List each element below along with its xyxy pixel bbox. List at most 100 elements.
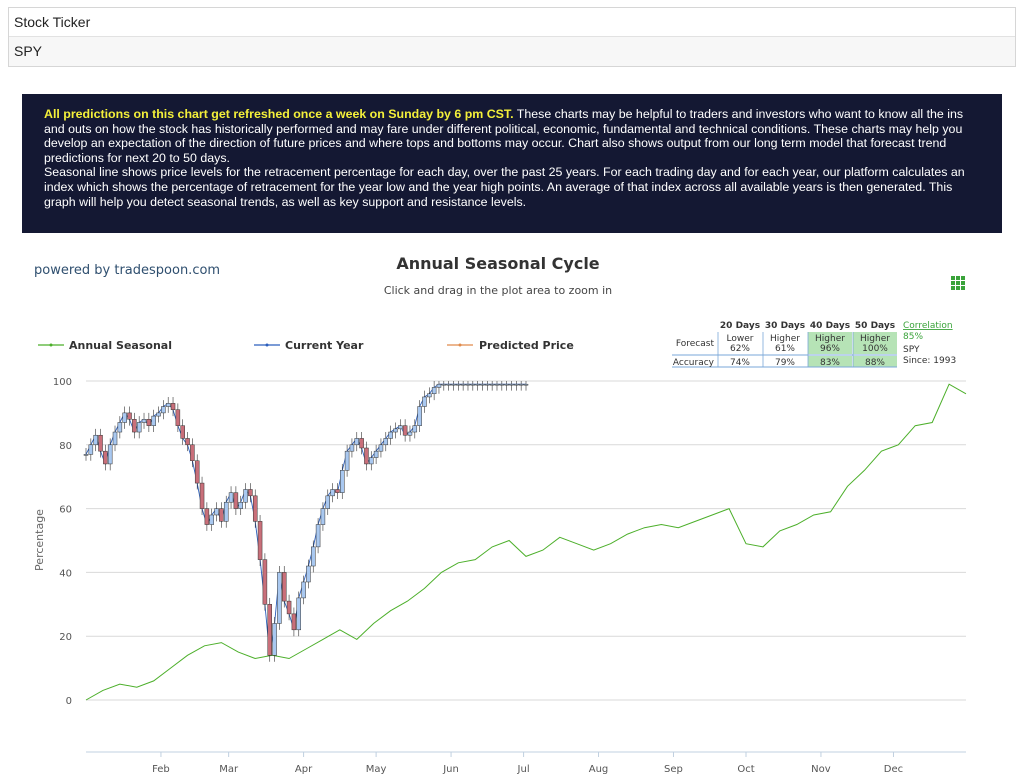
candle-body (209, 514, 214, 525)
accuracy-highlight-cell (853, 356, 897, 367)
forecast-percent: 96% (820, 344, 840, 354)
legend-item-current-year[interactable]: Current Year (254, 339, 364, 352)
candle-body (248, 489, 253, 497)
candle-body (252, 495, 258, 522)
candle-body (170, 403, 176, 410)
candle-body (480, 383, 485, 386)
candle-body (132, 419, 137, 433)
forecast-header: 50 Days (855, 321, 895, 331)
legend-item-predicted-price[interactable]: Predicted Price (447, 339, 574, 352)
candle-body (388, 431, 393, 439)
candle-body (431, 387, 437, 395)
y-tick-label: 20 (59, 632, 72, 643)
candle-body (151, 415, 156, 426)
forecast-highlight-cell (853, 332, 897, 354)
candle-body (359, 438, 364, 449)
correlation-value: 85% (903, 332, 923, 342)
powered-by[interactable]: powered by tradespoon.com (34, 263, 220, 278)
candle-body (523, 383, 529, 386)
candle-body (325, 495, 331, 509)
y-tick-label: 80 (59, 441, 72, 452)
candle-body (504, 383, 509, 386)
candle-body (286, 600, 292, 615)
info-banner: All predictions on this chart get refres… (22, 94, 1002, 233)
candle-body (262, 559, 268, 605)
candle-body (175, 409, 181, 426)
plot-area[interactable]: 0 20 40 60 80 100 Feb Mar Apr May Jun Jul Aug Sep Oct N… (53, 377, 967, 775)
grid-menu-icon[interactable] (951, 276, 965, 290)
candle-body (281, 572, 287, 602)
legend-label-current-year: Current Year (285, 339, 364, 352)
chart-container: powered by tradespoon.com Annual Seasona… (22, 240, 1002, 779)
candle-body (456, 383, 461, 386)
candle-body (427, 393, 432, 398)
forecast-direction: Lower (727, 334, 754, 344)
candle-body (238, 501, 243, 509)
candle-body (373, 450, 379, 458)
candle-body (204, 508, 210, 525)
legend-item-annual-seasonal[interactable]: Annual Seasonal (38, 339, 172, 352)
candle-body (257, 521, 263, 560)
x-tick-label: Jun (442, 764, 459, 775)
candle-body (340, 470, 345, 493)
y-axis-title-group: Percentage (33, 509, 46, 571)
candle-body (499, 383, 505, 386)
chart-title: Annual Seasonal Cycle (396, 254, 599, 273)
accuracy-value: 79% (775, 358, 795, 368)
candle-body (460, 383, 466, 386)
candle-body (475, 383, 480, 386)
candle-body (344, 450, 350, 471)
forecast-percent: 62% (730, 344, 750, 354)
candle-body (402, 425, 408, 436)
chart-subtitle: Click and drag in the plot area to zoom … (384, 284, 612, 297)
forecast-header: 30 Days (765, 321, 805, 331)
candle-body (180, 425, 185, 439)
candle-body (320, 508, 326, 525)
candle-body (98, 434, 103, 452)
candle-body (451, 383, 456, 386)
candle-body (436, 383, 442, 388)
correlation-link[interactable]: Correlation (903, 321, 953, 331)
candle-body (103, 450, 108, 465)
forecast-direction: Higher (860, 334, 890, 344)
candle-body (185, 438, 190, 446)
candle-body (518, 383, 524, 386)
candle-body (378, 444, 384, 452)
forecast-direction: Higher (770, 334, 800, 344)
forecast-percent: 100% (862, 344, 888, 354)
candle-body (156, 412, 161, 417)
y-axis-title: Percentage (33, 509, 46, 571)
candle-body (127, 412, 132, 420)
x-tick-label: Apr (295, 764, 313, 775)
x-tick-label: May (366, 764, 387, 775)
candle-body (93, 434, 98, 446)
y-tick-label: 60 (59, 505, 72, 516)
accuracy-row-label: Accuracy (673, 358, 715, 368)
candle-body (422, 396, 427, 407)
seasonal-chart[interactable]: powered by tradespoon.com Annual Seasona… (22, 240, 1002, 779)
candle-body (107, 444, 113, 465)
candle-body (112, 431, 118, 446)
candle-body (306, 565, 311, 583)
y-tick-label: 0 (66, 696, 72, 707)
y-tick-label: 100 (53, 377, 72, 388)
series-current-year (83, 381, 529, 662)
candle-body (315, 524, 321, 548)
banner-text-2: Seasonal line shows price levels for the… (44, 165, 965, 209)
candle-body (243, 489, 248, 503)
forecast-highlight-cell (808, 332, 852, 354)
y-tick-label: 40 (59, 568, 72, 579)
x-tick-label: Feb (152, 764, 170, 775)
candle-body (88, 444, 94, 455)
candle-body (465, 383, 471, 386)
x-tick-label: Aug (589, 764, 609, 775)
ticker-input[interactable]: SPY (9, 37, 1015, 66)
correlation-symbol: SPY (903, 345, 920, 355)
candle-body (393, 428, 398, 433)
banner-highlight: All predictions on this chart get refres… (44, 107, 514, 121)
accuracy-value: 74% (730, 358, 750, 368)
candle-body (311, 546, 316, 567)
forecast-header: 20 Days (720, 321, 760, 331)
x-tick-label: Sep (664, 764, 683, 775)
candle-body (470, 383, 476, 386)
